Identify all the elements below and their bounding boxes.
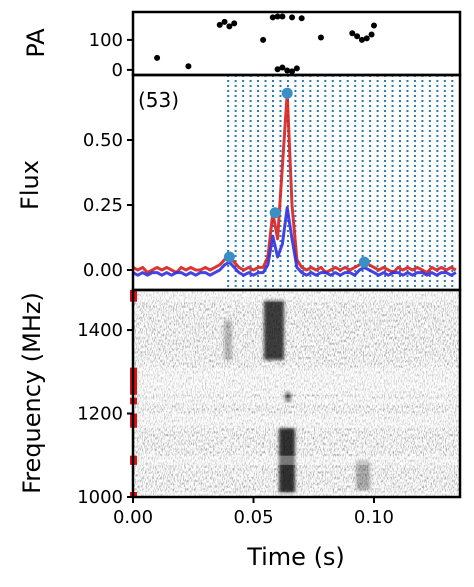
x-axis-label: Time (s) [246, 543, 345, 571]
y-tick-label: 0.00 [83, 260, 123, 281]
panel-frame [131, 288, 462, 499]
y-tick-label: 1400 [77, 320, 123, 341]
flux-line [132, 91, 457, 275]
masked-band [133, 397, 460, 405]
y-tick-label: 0.25 [83, 195, 123, 216]
peak-marker [269, 207, 281, 219]
y-axis-label: Frequency (MHz) [18, 292, 46, 494]
point [293, 65, 300, 72]
point [368, 31, 375, 38]
masked-band [133, 367, 460, 395]
point [358, 36, 365, 43]
flux-line [132, 206, 457, 277]
point [269, 14, 276, 21]
annotation: (53) [138, 88, 179, 112]
point [221, 18, 228, 25]
x-tick-label: 0.00 [113, 507, 153, 528]
peak-marker [281, 87, 293, 99]
masked-band [133, 455, 460, 465]
point [363, 35, 370, 42]
point [298, 15, 305, 22]
peak-marker [358, 256, 370, 268]
point [289, 14, 296, 21]
point [231, 20, 238, 27]
point [274, 66, 281, 73]
peak-marker [223, 251, 235, 263]
masked-band [133, 290, 460, 302]
plot-layer: 0 100 0.00 0.25 0.50 0.00 0.05 0.10 1000 1200 1400 [77, 10, 462, 528]
masked-band [133, 413, 460, 428]
y-tick-label: 100 [89, 30, 123, 51]
y-axis-label: Flux [16, 160, 44, 210]
point [154, 54, 161, 61]
point [289, 68, 296, 75]
point [317, 34, 324, 41]
point [260, 36, 267, 43]
masked-band [133, 491, 460, 497]
y-tick-label: 1000 [77, 487, 123, 508]
point [354, 33, 361, 40]
y-tick-label: 0 [112, 60, 123, 81]
x-tick-label: 0.05 [233, 507, 273, 528]
x-tick-label: 0.10 [354, 507, 394, 528]
point [226, 23, 233, 30]
point [349, 30, 356, 37]
point [274, 13, 281, 20]
y-tick-label: 1200 [77, 404, 123, 425]
y-axis-label: PA [22, 28, 50, 58]
point [370, 22, 377, 29]
y-tick-label: 0.50 [83, 130, 123, 151]
point [284, 67, 291, 74]
point [279, 13, 286, 20]
point [185, 63, 192, 70]
point [216, 21, 223, 28]
spectrogram-texture [133, 290, 460, 497]
point [279, 64, 286, 71]
